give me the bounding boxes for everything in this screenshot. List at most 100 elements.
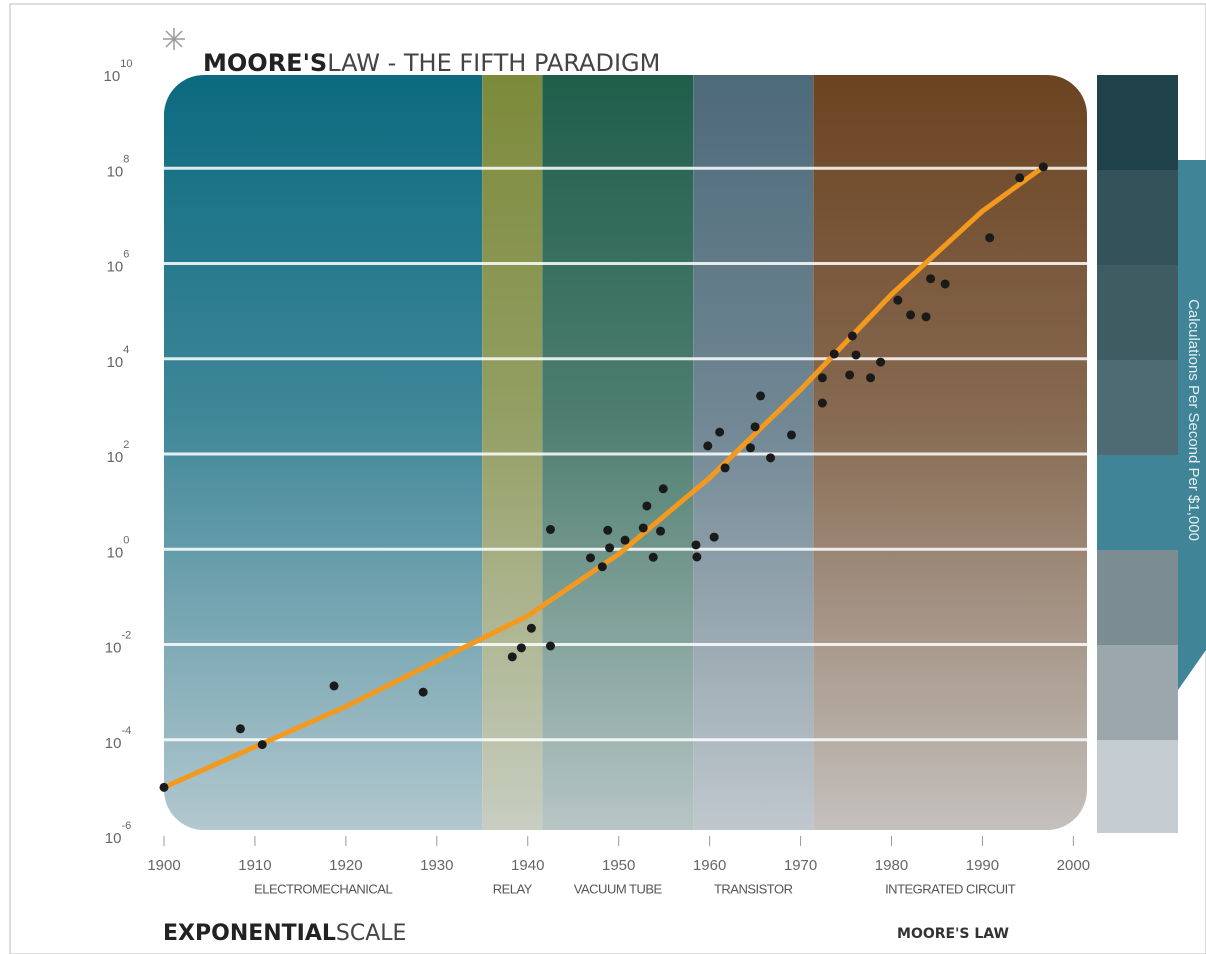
data-point xyxy=(516,643,526,653)
y-tick-exponent: 4 xyxy=(123,344,129,356)
data-point xyxy=(851,350,861,360)
plot-area xyxy=(164,75,1087,830)
x-tick-label: 1950 xyxy=(602,857,635,874)
x-tick-label: 1910 xyxy=(238,857,271,874)
data-point xyxy=(756,391,766,401)
data-point xyxy=(866,373,876,383)
data-point xyxy=(750,422,760,432)
data-point xyxy=(418,687,428,697)
data-point xyxy=(817,398,827,408)
data-point xyxy=(620,535,630,545)
data-point xyxy=(940,279,950,289)
data-point xyxy=(545,641,555,651)
paradigm-label: RELAY xyxy=(493,881,533,896)
footer-right: MOORE'S LAW xyxy=(897,926,1009,942)
y-tick-label: 10-2 xyxy=(105,629,131,656)
data-point xyxy=(847,331,857,341)
y-tick-base: 10 xyxy=(104,68,121,85)
y-tick-base: 10 xyxy=(107,544,124,561)
scale-box xyxy=(1097,170,1178,265)
footer-bold: EXPONENTIAL xyxy=(163,921,336,946)
data-point xyxy=(829,349,839,359)
y-tick-label: 10-4 xyxy=(105,725,131,752)
y-tick-label: 104 xyxy=(107,344,130,371)
data-point xyxy=(746,443,756,453)
data-point xyxy=(585,553,595,563)
data-point xyxy=(845,370,855,380)
y-axis-title: Calculations Per Second Per $1,000 xyxy=(1185,299,1202,541)
data-point xyxy=(786,430,796,440)
data-point xyxy=(876,357,886,367)
data-point xyxy=(658,484,668,494)
x-tick-label: 1920 xyxy=(329,857,362,874)
y-tick-exponent: 0 xyxy=(123,534,129,546)
y-tick-exponent: -4 xyxy=(121,725,131,737)
data-point xyxy=(597,562,607,572)
y-tick-label: 108 xyxy=(107,153,130,180)
data-point xyxy=(766,453,776,463)
scale-box xyxy=(1097,550,1178,645)
y-tick-base: 10 xyxy=(107,354,124,371)
data-point xyxy=(1015,173,1025,183)
data-point xyxy=(703,441,713,451)
y-tick-label: 100 xyxy=(107,534,130,561)
data-point xyxy=(605,543,615,553)
paradigm-label: INTEGRATED CIRCUIT xyxy=(885,881,1016,896)
data-point xyxy=(638,523,648,533)
x-tick-label: 1940 xyxy=(511,857,544,874)
scale-box xyxy=(1097,360,1178,455)
y-tick-base: 10 xyxy=(107,163,124,180)
data-point xyxy=(715,427,725,437)
paradigm-label: ELECTROMECHANICAL xyxy=(254,881,392,896)
data-point xyxy=(893,295,903,305)
y-tick-label: 10-6 xyxy=(105,820,131,847)
data-point xyxy=(1038,162,1048,172)
data-point xyxy=(720,463,730,473)
scale-box xyxy=(1097,645,1178,740)
trend-line xyxy=(161,164,1046,790)
x-tick-label: 1900 xyxy=(147,857,180,874)
data-point xyxy=(656,526,666,536)
scale-box xyxy=(1097,265,1178,360)
paradigm-label: VACUUM TUBE xyxy=(574,881,663,896)
data-point xyxy=(906,310,916,320)
y-tick-exponent: 6 xyxy=(123,248,129,260)
x-tick-label: 1960 xyxy=(693,857,726,874)
data-point xyxy=(545,524,555,534)
y-tick-label: 1010 xyxy=(104,58,133,85)
data-point xyxy=(692,552,702,562)
data-point xyxy=(235,724,245,734)
data-point xyxy=(526,623,536,633)
paradigm-label: TRANSISTOR xyxy=(714,881,793,896)
data-point xyxy=(926,274,936,284)
data-point xyxy=(642,501,652,511)
data-point xyxy=(985,233,995,243)
y-tick-base: 10 xyxy=(105,735,122,752)
data-point xyxy=(329,681,339,691)
title-rest: LAW - THE FIFTH PARADIGM xyxy=(327,49,660,77)
x-tick-label: 1930 xyxy=(420,857,453,874)
data-point xyxy=(159,782,169,792)
y-tick-exponent: 10 xyxy=(120,58,132,70)
x-tick-label: 1970 xyxy=(784,857,817,874)
data-point xyxy=(257,740,267,750)
footer-title: EXPONENTIALSCALE xyxy=(163,921,406,946)
y-tick-base: 10 xyxy=(107,449,124,466)
data-point xyxy=(648,552,658,562)
data-point xyxy=(603,525,613,535)
scale-box xyxy=(1097,740,1178,833)
data-point xyxy=(817,373,827,383)
y-tick-exponent: 8 xyxy=(123,153,129,165)
y-tick-label: 106 xyxy=(107,248,130,275)
y-tick-base: 10 xyxy=(105,639,122,656)
x-tick-label: 1990 xyxy=(966,857,999,874)
y-tick-exponent: 2 xyxy=(123,439,129,451)
y-tick-base: 10 xyxy=(105,830,122,847)
scale-box xyxy=(1097,75,1178,170)
logo xyxy=(163,28,185,50)
title-bold: MOORE'S xyxy=(203,49,327,77)
color-scale xyxy=(1097,75,1206,833)
data-point xyxy=(507,652,517,662)
y-tick-label: 102 xyxy=(107,439,130,466)
